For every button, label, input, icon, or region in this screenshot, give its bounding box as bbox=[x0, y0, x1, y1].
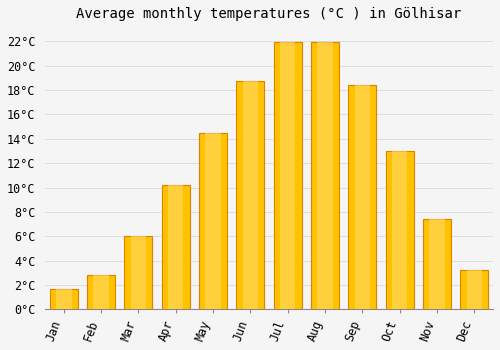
FancyBboxPatch shape bbox=[430, 219, 445, 309]
FancyBboxPatch shape bbox=[318, 42, 333, 309]
FancyBboxPatch shape bbox=[168, 185, 184, 309]
FancyBboxPatch shape bbox=[392, 151, 407, 309]
FancyBboxPatch shape bbox=[243, 82, 258, 309]
Bar bbox=[87, 275, 115, 309]
Bar bbox=[162, 185, 190, 309]
FancyBboxPatch shape bbox=[466, 271, 482, 309]
Bar bbox=[423, 219, 451, 309]
FancyBboxPatch shape bbox=[280, 42, 295, 309]
Bar bbox=[124, 236, 152, 309]
Bar bbox=[236, 82, 264, 309]
Bar bbox=[274, 42, 302, 309]
Bar bbox=[50, 289, 78, 309]
Bar bbox=[460, 271, 488, 309]
FancyBboxPatch shape bbox=[56, 289, 72, 309]
Bar bbox=[348, 85, 376, 309]
FancyBboxPatch shape bbox=[354, 85, 370, 309]
Bar bbox=[311, 42, 339, 309]
Bar bbox=[199, 133, 227, 309]
FancyBboxPatch shape bbox=[94, 275, 109, 309]
FancyBboxPatch shape bbox=[131, 236, 146, 309]
FancyBboxPatch shape bbox=[206, 133, 221, 309]
Bar bbox=[386, 151, 413, 309]
Title: Average monthly temperatures (°C ) in Gölhisar: Average monthly temperatures (°C ) in Gö… bbox=[76, 7, 462, 21]
